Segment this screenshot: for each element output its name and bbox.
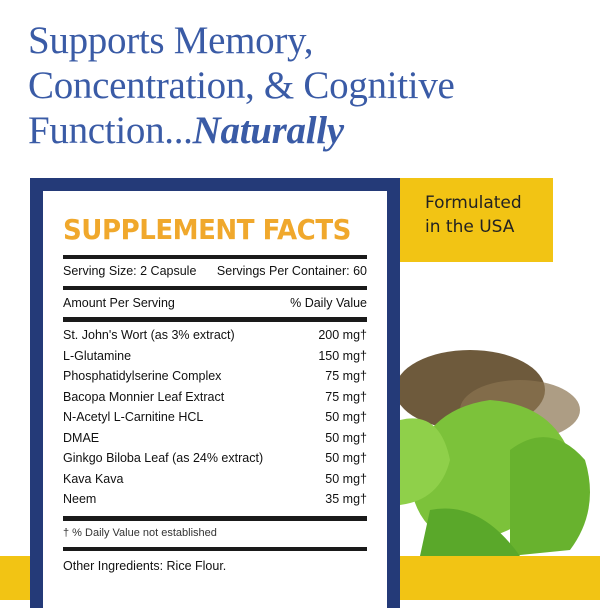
formulated-badge: Formulated in the USA bbox=[400, 178, 553, 262]
headline: Supports Memory, Concentration, & Cognit… bbox=[28, 18, 455, 153]
ingredient-name: St. John's Wort (as 3% extract) bbox=[63, 328, 235, 342]
ingredient-name: N-Acetyl L-Carnitine HCL bbox=[63, 410, 204, 424]
ingredient-name: L-Glutamine bbox=[63, 348, 132, 363]
ingredient-name: Phosphatidylserine Complex bbox=[63, 369, 222, 383]
divider bbox=[63, 255, 367, 259]
ingredient-name: DMAE bbox=[63, 430, 100, 445]
other-ingredients-text: Other Ingredients: Rice Flour. bbox=[63, 559, 227, 573]
divider bbox=[63, 547, 367, 551]
ingredient-name: Bacopa Monnier Leaf Extract bbox=[63, 389, 225, 404]
ingredient-amount: 75 mg† bbox=[325, 369, 367, 383]
ingredient-row: Phosphatidylserine Complex 75 mg† bbox=[63, 369, 367, 383]
ingredient-row: St. John's Wort (as 3% extract) 200 mg† bbox=[63, 328, 367, 342]
headline-line-3: Function...Naturally bbox=[28, 108, 455, 153]
ingredient-amount: 35 mg† bbox=[325, 492, 367, 506]
ingredient-row: Bacopa Monnier Leaf Extract 75 mg† bbox=[63, 390, 367, 404]
divider bbox=[63, 286, 367, 290]
ingredient-name: Ginkgo Biloba Leaf (as 24% extract) bbox=[63, 451, 264, 465]
ingredient-amount: 75 mg† bbox=[325, 389, 367, 404]
divider bbox=[63, 516, 367, 521]
footnote-text: † % Daily Value not established bbox=[63, 527, 217, 539]
ingredient-amount: 50 mg† bbox=[325, 430, 367, 445]
divider bbox=[63, 317, 367, 322]
ingredient-amount: 150 mg† bbox=[318, 348, 367, 363]
badge-line-2: in the USA bbox=[425, 217, 515, 237]
footnote: † % Daily Value not established bbox=[63, 527, 367, 539]
ingredient-row: Kava Kava 50 mg† bbox=[63, 472, 367, 486]
servings-per-container: Servings Per Container: 60 bbox=[216, 264, 367, 278]
amount-header: Amount Per Serving bbox=[63, 296, 175, 310]
ingredient-name: Kava Kava bbox=[63, 471, 124, 486]
header-row: Amount Per Serving % Daily Value bbox=[63, 296, 367, 310]
ingredient-amount: 50 mg† bbox=[325, 471, 367, 486]
dv-header: % Daily Value bbox=[290, 296, 367, 310]
facts-title: SUPPLEMENT FACTS bbox=[63, 213, 351, 246]
ingredient-row: Neem 35 mg† bbox=[63, 492, 367, 506]
headline-line-1: Supports Memory, bbox=[28, 19, 314, 62]
ingredient-row: N-Acetyl L-Carnitine HCL 50 mg† bbox=[63, 410, 367, 424]
serving-row: Serving Size: 2 Capsule Servings Per Con… bbox=[63, 264, 367, 278]
ingredient-amount: 50 mg† bbox=[325, 410, 367, 424]
other-ingredients: Other Ingredients: Rice Flour. bbox=[63, 559, 367, 573]
ginkgo-leaves-image bbox=[400, 350, 590, 556]
ingredient-row: DMAE 50 mg† bbox=[63, 431, 367, 445]
headline-line-2: Concentration, & Cognitive bbox=[28, 64, 455, 107]
headline-line-3-text: Function... bbox=[28, 109, 193, 152]
headline-emphasis: Naturally bbox=[192, 109, 344, 152]
serving-size: Serving Size: 2 Capsule bbox=[63, 264, 197, 278]
ingredient-amount: 200 mg† bbox=[318, 328, 367, 342]
ingredient-name: Neem bbox=[63, 492, 97, 506]
ingredient-amount: 50 mg† bbox=[325, 451, 367, 465]
ingredient-row: L-Glutamine 150 mg† bbox=[63, 349, 367, 363]
facts-panel bbox=[43, 191, 387, 611]
ingredient-row: Ginkgo Biloba Leaf (as 24% extract) 50 mg… bbox=[63, 451, 367, 465]
badge-line-1: Formulated bbox=[425, 193, 522, 213]
